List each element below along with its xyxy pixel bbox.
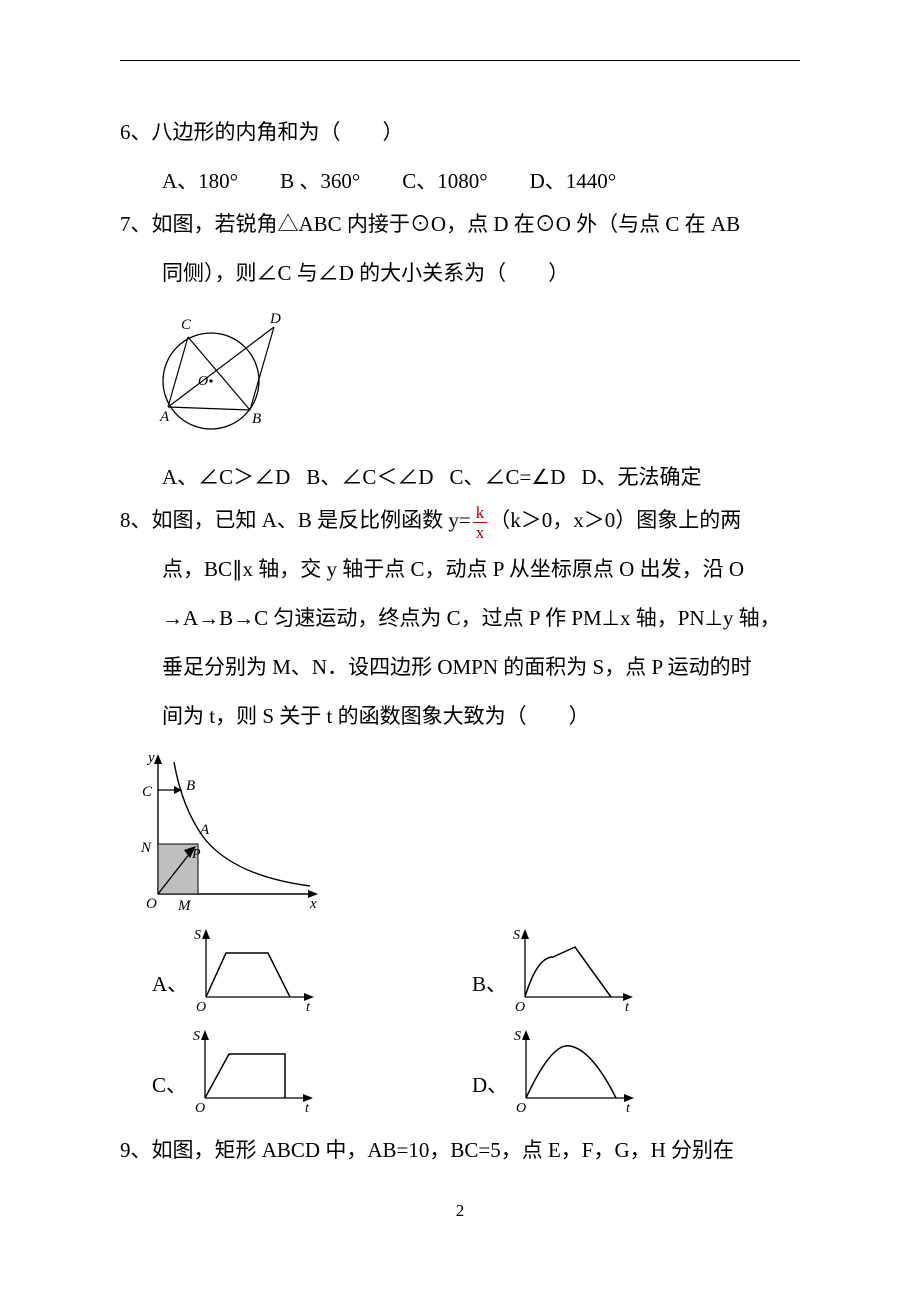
svg-text:O: O bbox=[196, 1000, 206, 1015]
page-number: 2 bbox=[120, 1201, 800, 1221]
q6-options: A、180° B 、360° C、1080° D、1440° bbox=[120, 160, 800, 203]
q8-opt-b-label: B、 bbox=[472, 968, 507, 1022]
q6-opt-d: D、1440° bbox=[530, 160, 617, 203]
svg-text:t: t bbox=[625, 1000, 630, 1015]
lbl-O: O bbox=[198, 374, 208, 389]
q8-l1b: （k＞0，x＞0）图象上的两 bbox=[489, 508, 741, 532]
q6-opt-c: C、1080° bbox=[402, 160, 487, 203]
svg-text:O: O bbox=[515, 1000, 525, 1015]
q9-line1: 9、如图，矩形 ABCD 中，AB=10，BC=5，点 E，F，G，H 分别在 bbox=[120, 1129, 800, 1172]
q8-frac: kx bbox=[473, 504, 488, 541]
svg-text:S: S bbox=[513, 928, 520, 943]
q8-frac-den: x bbox=[473, 523, 488, 541]
svg-text:O: O bbox=[516, 1101, 526, 1116]
q8-frac-num: k bbox=[473, 504, 488, 523]
svg-text:B: B bbox=[186, 778, 195, 794]
svg-text:x: x bbox=[309, 896, 317, 912]
q7-svg: A B C D O bbox=[148, 303, 288, 443]
svg-text:A: A bbox=[199, 822, 210, 838]
q8-line4: 垂足分别为 M、N．设四边形 OMPN 的面积为 S，点 P 运动的时 bbox=[120, 646, 800, 689]
q6-opt-a: A、180° bbox=[162, 160, 238, 203]
q9-number: 9、 bbox=[120, 1138, 152, 1162]
lbl-B: B bbox=[252, 411, 261, 427]
svg-text:N: N bbox=[140, 840, 152, 856]
svg-text:S: S bbox=[514, 1029, 521, 1044]
q8-opt-c-label: C、 bbox=[152, 1069, 187, 1123]
svg-text:t: t bbox=[306, 1000, 311, 1015]
q8-opt-a-label: A、 bbox=[152, 968, 188, 1022]
svg-text:P: P bbox=[191, 847, 201, 862]
q8-opt-c: C、 S O t bbox=[152, 1028, 452, 1123]
q8-opt-a: A、 S O t bbox=[152, 927, 452, 1022]
svg-text:y: y bbox=[146, 750, 155, 766]
q8-opt-c-svg: S O t bbox=[191, 1028, 321, 1123]
svg-text:S: S bbox=[194, 928, 201, 943]
q7-line2: 同侧），则∠C 与∠D 的大小关系为（ ） bbox=[120, 252, 800, 295]
svg-text:O: O bbox=[195, 1101, 205, 1116]
q8-opt-d-label: D、 bbox=[472, 1069, 508, 1123]
q7-opt-c: C、∠C=∠D bbox=[450, 456, 566, 499]
q7-number: 7、 bbox=[120, 212, 152, 236]
q8-figure-main: O M N A B C P x y bbox=[134, 748, 800, 923]
q8-opt-a-svg: S O t bbox=[192, 927, 322, 1022]
q8-line5: 间为 t，则 S 关于 t 的函数图象大致为（ ） bbox=[120, 695, 800, 738]
top-rule bbox=[120, 60, 800, 61]
q8-line3: →A→B→C 匀速运动，终点为 C，过点 P 作 PM⊥x 轴，PN⊥y 轴， bbox=[120, 597, 800, 640]
q8-opt-b-svg: S O t bbox=[511, 927, 641, 1022]
q8-number: 8、 bbox=[120, 508, 152, 532]
svg-text:t: t bbox=[626, 1101, 631, 1116]
lbl-D: D bbox=[269, 311, 281, 327]
q7-figure: A B C D O bbox=[148, 303, 800, 448]
q8-l1a: 如图，已知 A、B 是反比例函数 y= bbox=[152, 508, 471, 532]
q8-options-grid: A、 S O t B、 S O t bbox=[120, 927, 800, 1123]
q7-opt-b: B、∠C＜∠D bbox=[306, 456, 433, 499]
svg-text:M: M bbox=[177, 898, 192, 914]
q6-stem: 6、八边形的内角和为（ ） bbox=[120, 111, 800, 154]
q7-line1: 7、如图，若锐角△ABC 内接于⊙O，点 D 在⊙O 外（与点 C 在 AB bbox=[120, 203, 800, 246]
q8-opt-d: D、 S O t bbox=[472, 1028, 772, 1123]
q7-l1: 如图，若锐角△ABC 内接于⊙O，点 D 在⊙O 外（与点 C 在 AB bbox=[152, 212, 741, 236]
q6-number: 6、 bbox=[120, 120, 152, 144]
q7-options: A、∠C＞∠D B、∠C＜∠D C、∠C=∠D D、无法确定 bbox=[120, 456, 800, 499]
svg-text:S: S bbox=[193, 1029, 200, 1044]
q8-line1: 8、如图，已知 A、B 是反比例函数 y=kx（k＞0，x＞0）图象上的两 bbox=[120, 499, 800, 542]
svg-text:t: t bbox=[305, 1101, 310, 1116]
q8-main-svg: O M N A B C P x y bbox=[134, 748, 324, 918]
lbl-C: C bbox=[181, 317, 192, 333]
q6-text: 八边形的内角和为（ ） bbox=[152, 120, 404, 144]
svg-text:C: C bbox=[142, 784, 153, 800]
q6-opt-b: B 、360° bbox=[280, 160, 360, 203]
q8-line2: 点，BC∥x 轴，交 y 轴于点 C，动点 P 从坐标原点 O 出发，沿 O bbox=[120, 548, 800, 591]
q8-opt-d-svg: S O t bbox=[512, 1028, 642, 1123]
q7-opt-d: D、无法确定 bbox=[581, 456, 701, 499]
q8-opt-b: B、 S O t bbox=[472, 927, 772, 1022]
svg-text:O: O bbox=[146, 896, 157, 912]
q7-opt-a: A、∠C＞∠D bbox=[162, 456, 290, 499]
lbl-A: A bbox=[159, 409, 170, 425]
q9-text: 如图，矩形 ABCD 中，AB=10，BC=5，点 E，F，G，H 分别在 bbox=[152, 1138, 735, 1162]
